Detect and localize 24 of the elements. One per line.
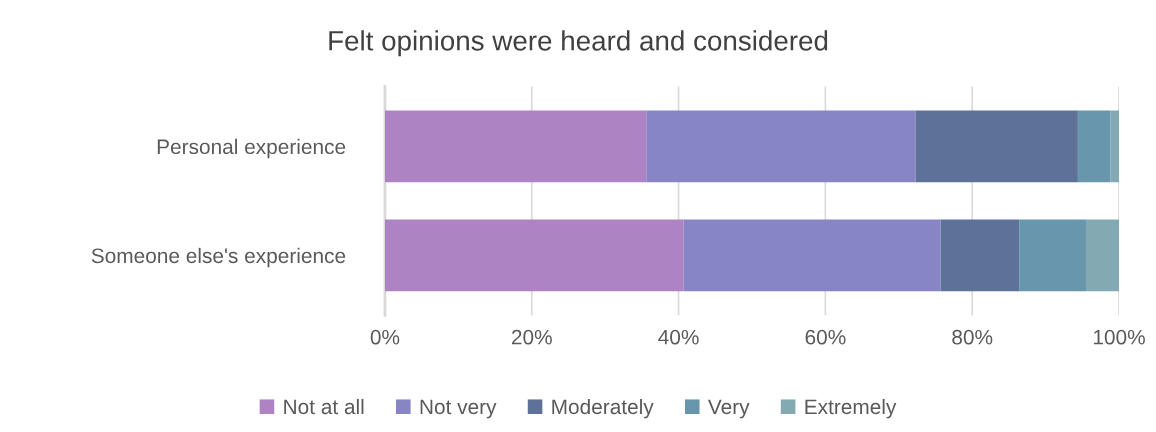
x-tick-label: 80% bbox=[952, 329, 993, 345]
bar bbox=[915, 110, 1078, 183]
y-tick-label: Someone else's experience bbox=[91, 247, 346, 268]
bar bbox=[1077, 110, 1111, 183]
bar bbox=[1085, 219, 1120, 292]
x-tick-label: 100% bbox=[1093, 329, 1145, 345]
legend-label: Extremely bbox=[805, 398, 897, 419]
x-tick-label: 60% bbox=[805, 329, 846, 345]
bar bbox=[940, 219, 1020, 292]
chart-title: Felt opinions were heard and considered bbox=[329, 30, 828, 57]
x-tick-label: 0% bbox=[370, 329, 400, 345]
x-tick-label: 40% bbox=[658, 329, 699, 345]
bar bbox=[683, 219, 941, 292]
bar bbox=[646, 110, 916, 183]
legend-label: Moderately bbox=[552, 398, 654, 419]
legend-label: Very bbox=[707, 399, 750, 419]
y-tick-label: Personal experience bbox=[157, 138, 346, 159]
bar bbox=[1019, 219, 1086, 292]
bar bbox=[384, 219, 684, 292]
bar bbox=[384, 110, 647, 183]
bar bbox=[1110, 110, 1120, 183]
x-tick-label: 20% bbox=[511, 329, 552, 345]
legend-label: Not very bbox=[420, 399, 497, 419]
legend-label: Not at all bbox=[284, 398, 364, 415]
